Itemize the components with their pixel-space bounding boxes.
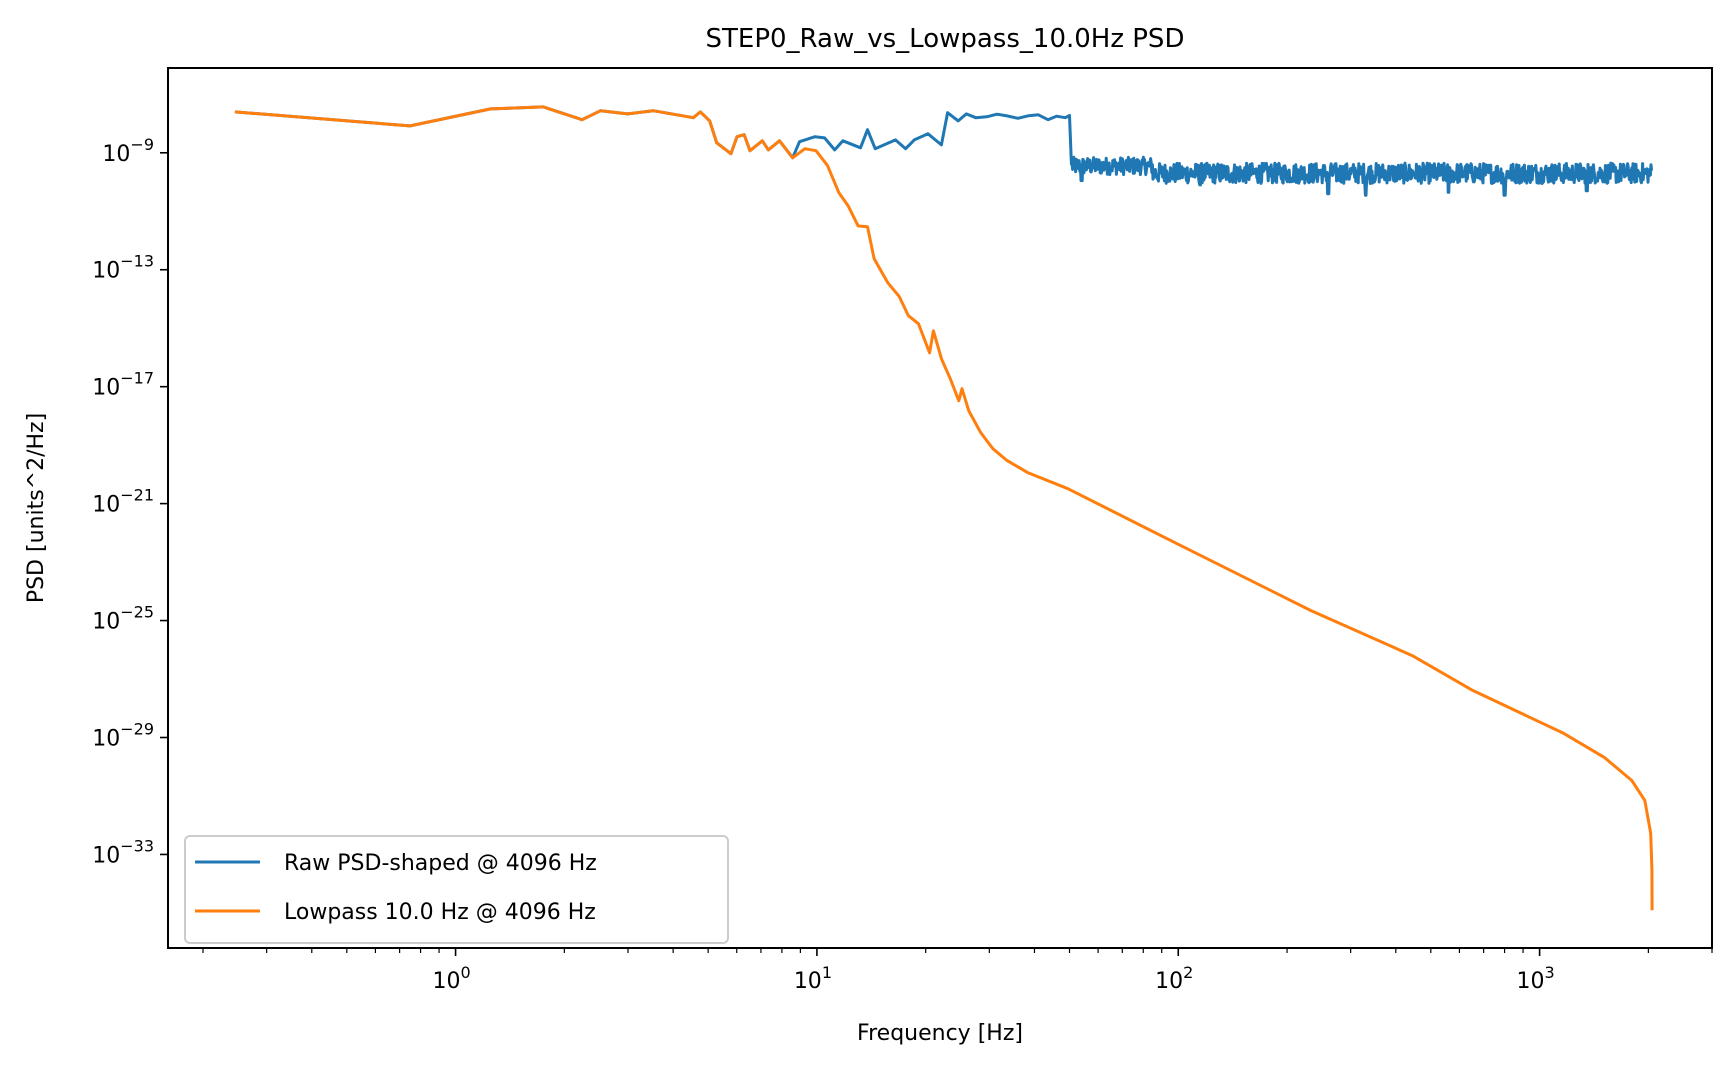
- legend-label-raw: Raw PSD-shaped @ 4096 Hz: [284, 851, 597, 876]
- x-axis-label: Frequency [Hz]: [857, 1021, 1023, 1046]
- series-line-lowpass: [234, 105, 1654, 911]
- series-layer: [234, 105, 1654, 911]
- y-tick-label: 10−21: [92, 486, 154, 518]
- x-tick-label: 102: [1155, 963, 1193, 994]
- x-tick-label: 103: [1517, 963, 1555, 994]
- y-tick-label: 10−33: [92, 836, 154, 868]
- y-tick-label: 10−13: [92, 252, 154, 284]
- legend-label-lowpass: Lowpass 10.0 Hz @ 4096 Hz: [284, 900, 596, 925]
- x-tick-label: 101: [794, 963, 832, 994]
- chart-title: STEP0_Raw_vs_Lowpass_10.0Hz PSD: [706, 24, 1185, 54]
- series-line-raw: [234, 105, 1654, 197]
- x-tick-label: 100: [432, 963, 470, 994]
- plot-area: [234, 105, 1654, 911]
- y-tick-label: 10−9: [102, 135, 154, 167]
- y-tick-label: 10−29: [92, 720, 154, 752]
- y-axis-label: PSD [units^2/Hz]: [24, 413, 49, 603]
- y-axis: 10−9 10−13 10−17 10−21 10−25 10−29 10−33: [92, 135, 168, 868]
- axes-frame: [167, 67, 1713, 949]
- legend: Raw PSD-shaped @ 4096 Hz Lowpass 10.0 Hz…: [184, 835, 729, 944]
- y-tick-label: 10−17: [92, 369, 154, 401]
- x-axis: 100 101 102 103: [202, 948, 1713, 994]
- legend-box: [184, 835, 729, 944]
- y-tick-label: 10−25: [92, 603, 154, 635]
